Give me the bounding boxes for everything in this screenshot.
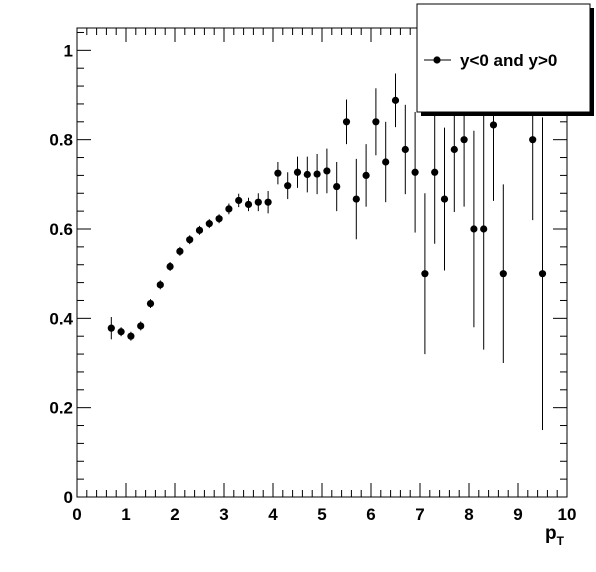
y-tick-label: 0.8 <box>49 131 73 150</box>
data-point <box>362 171 370 179</box>
x-tick-label: 8 <box>464 505 473 524</box>
data-point <box>274 169 282 177</box>
y-tick-label: 0.4 <box>49 309 73 328</box>
data-point <box>146 299 155 308</box>
data-point <box>470 225 478 233</box>
data-point <box>215 215 223 223</box>
data-point <box>538 270 547 278</box>
y-tick-label: 1 <box>64 41 73 60</box>
data-point <box>391 96 400 104</box>
x-axis-title-main: p <box>545 523 557 544</box>
data-point <box>254 198 262 206</box>
data-point <box>440 195 449 203</box>
x-tick-label: 9 <box>513 505 522 524</box>
data-point <box>489 121 498 129</box>
x-tick-label: 1 <box>121 505 130 524</box>
x-axis-title: pT <box>545 523 565 548</box>
plot-frame <box>76 27 568 498</box>
data-point <box>431 168 439 176</box>
data-point <box>107 324 115 332</box>
data-point <box>127 332 135 340</box>
data-point <box>225 205 233 213</box>
data-series <box>107 48 547 430</box>
data-point <box>264 198 272 206</box>
data-point <box>333 182 341 191</box>
legend: y<0 and y>0 <box>416 3 594 116</box>
y-axis: 0 0.2 0.4 0.6 0.8 1 <box>49 31 567 507</box>
data-point <box>499 270 507 278</box>
y-tick-label: 0 <box>64 488 73 507</box>
legend-marker <box>433 56 441 64</box>
data-point <box>480 225 488 233</box>
x-tick-label: 2 <box>170 505 179 524</box>
x-axis-title-sub: T <box>557 534 565 548</box>
legend-label: y<0 and y>0 <box>460 51 557 70</box>
data-point <box>323 167 331 175</box>
x-tick-label: 7 <box>415 505 424 524</box>
data-point <box>313 170 321 178</box>
data-point <box>205 220 213 228</box>
data-point <box>156 281 164 289</box>
data-point <box>137 322 145 330</box>
data-point <box>235 196 243 205</box>
data-point <box>450 145 458 154</box>
data-point <box>195 226 204 234</box>
data-point <box>284 182 292 190</box>
data-point <box>421 270 429 278</box>
x-tick-label: 10 <box>558 505 577 524</box>
data-point <box>411 168 419 176</box>
data-point <box>186 236 194 244</box>
data-point <box>244 200 253 209</box>
x-tick-label: 4 <box>268 505 278 524</box>
data-point <box>166 262 174 271</box>
data-point <box>293 168 302 176</box>
data-point <box>372 118 380 126</box>
data-point <box>460 136 468 144</box>
y-tick-label: 0.6 <box>49 220 73 239</box>
data-point <box>529 136 537 144</box>
data-point <box>342 118 351 126</box>
data-point <box>117 328 125 336</box>
legend-box <box>416 3 591 113</box>
x-tick-label: 3 <box>219 505 228 524</box>
data-point <box>401 145 409 154</box>
data-point <box>303 170 311 179</box>
data-point <box>352 195 360 203</box>
x-tick-label: 6 <box>366 505 375 524</box>
y-tick-label: 0.2 <box>49 399 73 418</box>
data-point <box>382 158 390 166</box>
data-point <box>176 247 184 255</box>
x-tick-label: 0 <box>72 505 81 524</box>
x-tick-label: 5 <box>317 505 326 524</box>
